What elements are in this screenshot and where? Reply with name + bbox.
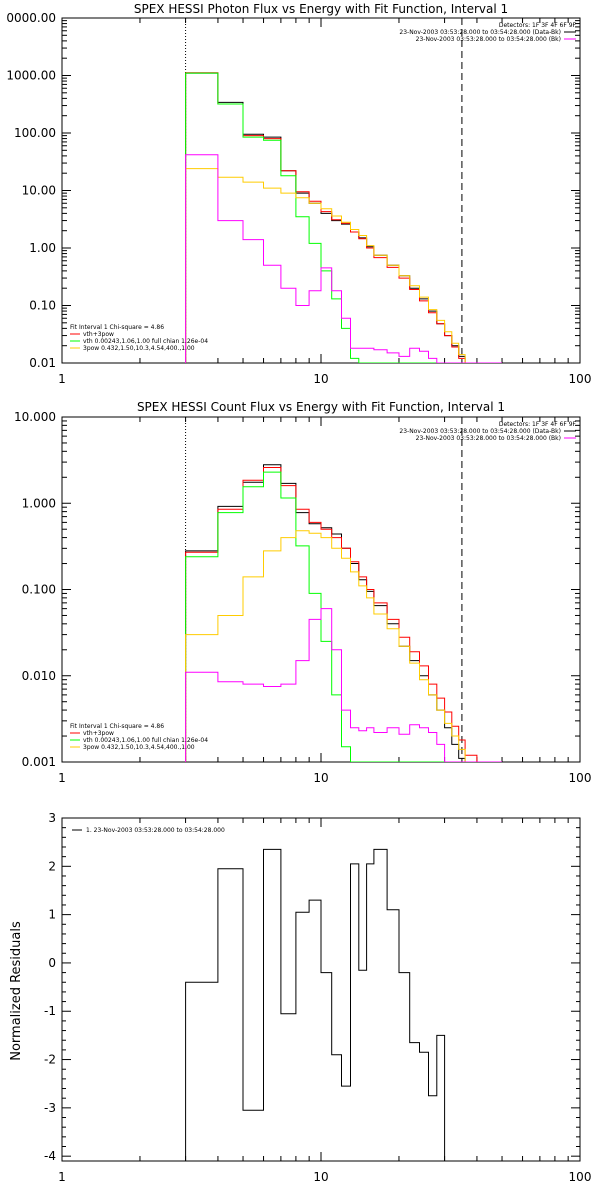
y-tick-label: 0.01 xyxy=(29,356,56,370)
x-tick-label: 10 xyxy=(313,372,328,386)
legend-entry-label: vth+3pow xyxy=(83,331,114,338)
y-tick-label: 3 xyxy=(48,811,56,825)
legend-entry-label: vth+3pow xyxy=(83,730,114,737)
legend-entry-label: vth 0.00243,1.06,1.00 full chian 1.26e-0… xyxy=(83,737,208,744)
series-line xyxy=(185,168,502,363)
plot-frame xyxy=(61,17,581,364)
legend-fit-header: Fit Interval 1 Chi-square = 4.86 xyxy=(70,324,164,331)
plot-frame xyxy=(61,817,581,1162)
y-tick-label: 0.010 xyxy=(22,669,56,683)
count-flux-title: SPEX HESSI Count Flux vs Energy with Fit… xyxy=(137,400,505,414)
x-tick-label: 100 xyxy=(569,771,592,785)
y-tick-label: 0.001 xyxy=(22,755,56,769)
x-tick-label: 10 xyxy=(313,771,328,785)
y-tick-label: 100.00 xyxy=(14,126,56,140)
legend-entry-label: 1. 23-Nov-2003 03:53:28.000 to 03:54:28.… xyxy=(86,827,225,834)
x-tick-label: 100 xyxy=(569,1170,592,1184)
legend-detectors-header: Detectors: 1F 3F 4F 6F 9F xyxy=(499,22,577,29)
series-line xyxy=(185,72,502,363)
series-line xyxy=(185,72,502,363)
photon-flux-panel: SPEX HESSI Photon Flux vs Energy with Fi… xyxy=(6,2,591,386)
y-tick-label: 0 xyxy=(48,956,56,970)
series-line xyxy=(185,848,459,1161)
legend-detectors-header: Detectors: 1F 3F 4F 6F 9F xyxy=(499,421,577,428)
y-tick-label: 1.00 xyxy=(29,241,56,255)
y-tick-label: -3 xyxy=(44,1101,56,1115)
legend-entry-label: 23-Nov-2003 03:53:28.000 to 03:54:28.000… xyxy=(416,36,561,43)
series-line xyxy=(185,471,502,762)
residuals-panel: Normalized Residuals 1 10 100 -4 -3 -2 -1 0 1 2 3 1… xyxy=(9,811,591,1184)
legend-entry-label: 3pow 0.432,1.50,10.3,4.54,400.,1.00 xyxy=(83,744,195,751)
legend-fit-header: Fit Interval 1 Chi-square = 4.86 xyxy=(70,723,164,730)
residuals-y-axis-label: Normalized Residuals xyxy=(9,921,24,1061)
y-tick-label: 10.000 xyxy=(14,410,56,424)
x-tick-label: 10 xyxy=(313,1170,328,1184)
legend-entry-label: vth 0.00243,1.06,1.00 full chian 1.26e-0… xyxy=(83,338,208,345)
x-tick-label: 1 xyxy=(58,1170,66,1184)
y-tick-label: 1000.00 xyxy=(6,69,56,83)
legend-entry-label: 3pow 0.432,1.50,10.3,4.54,400.,1.00 xyxy=(83,345,195,352)
y-tick-label: -2 xyxy=(44,1053,56,1067)
y-tick-label: 0.10 xyxy=(29,299,56,313)
series-line xyxy=(185,72,502,363)
count-flux-panel: SPEX HESSI Count Flux vs Energy with Fit… xyxy=(14,400,591,785)
photon-flux-title: SPEX HESSI Photon Flux vs Energy with Fi… xyxy=(134,2,508,16)
x-tick-label: 1 xyxy=(58,771,66,785)
series-group xyxy=(185,464,502,762)
legend-entry-label: 23-Nov-2003 03:53:28.000 to 03:54:28.000… xyxy=(416,435,561,442)
y-tick-label: 10.00 xyxy=(22,184,56,198)
series-line xyxy=(185,154,502,363)
y-tick-label: 0.100 xyxy=(22,583,56,597)
series-line xyxy=(185,608,502,762)
series-line xyxy=(185,530,502,762)
y-tick-label: 0000.00 xyxy=(6,11,56,25)
y-tick-label: 2 xyxy=(48,859,56,873)
legend-entry-label: 23-Nov-2003 03:53:28.000 to 03:54:28.000… xyxy=(399,428,561,435)
series-group xyxy=(185,72,502,363)
y-tick-label: 1.000 xyxy=(22,496,56,510)
y-tick-label: -4 xyxy=(44,1149,56,1163)
series-group xyxy=(185,848,459,1161)
y-tick-label: -1 xyxy=(44,1004,56,1018)
y-tick-label: 1 xyxy=(48,908,56,922)
legend-entry-label: 23-Nov-2003 03:53:28.000 to 03:54:28.000… xyxy=(399,29,561,36)
x-tick-label: 1 xyxy=(58,372,66,386)
plot-frame xyxy=(61,416,581,763)
x-tick-label: 100 xyxy=(569,372,592,386)
